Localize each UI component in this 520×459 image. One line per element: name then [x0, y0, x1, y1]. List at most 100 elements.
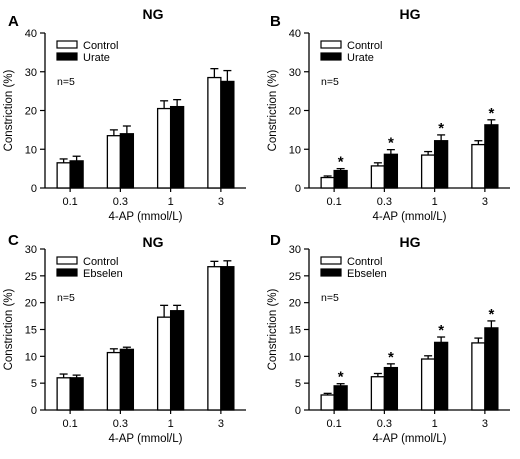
y-tick-label: 5	[295, 378, 301, 390]
bar-control	[471, 143, 486, 189]
sample-size-note: n=5	[57, 292, 75, 304]
y-tick-label: 25	[25, 271, 37, 283]
bar-ebselen	[220, 266, 235, 411]
bar-ebselen	[484, 327, 499, 411]
bar-control	[106, 135, 122, 189]
bar-urate	[333, 169, 348, 189]
bar-ebselen	[169, 310, 185, 411]
legend-swatch-control	[56, 40, 78, 49]
legend-swatch-urate	[56, 52, 78, 61]
y-tick-label: 30	[25, 244, 37, 256]
y-tick-label: 0	[295, 183, 301, 195]
significance-star: *	[388, 349, 394, 366]
y-tick-label: 0	[31, 405, 37, 417]
y-tick-label: 30	[289, 67, 301, 79]
panel-a: A NG 0 10 20 30 40 Constriction (%) 4-AP (mmol/L…	[3, 6, 246, 223]
y-axis-label: Constriction (%)	[267, 69, 279, 151]
x-tick-label: 0.1	[326, 418, 341, 430]
x-tick-label: 0.1	[62, 196, 77, 208]
y-tick-label: 40	[25, 28, 37, 40]
legend-swatch-urate	[320, 52, 342, 61]
x-axis-label: 4-AP (mmol/L)	[109, 211, 183, 223]
y-tick-label: 10	[289, 144, 301, 156]
panel-title: HG	[400, 6, 421, 22]
x-tick-label: 0.3	[377, 418, 392, 430]
y-tick-label: 20	[289, 298, 301, 310]
y-tick-label: 10	[25, 351, 37, 363]
x-axis-label: 4-AP (mmol/L)	[109, 433, 183, 445]
sample-size-note: n=5	[57, 76, 75, 88]
legend-swatch-control	[320, 256, 342, 265]
legend-label: Control	[83, 40, 118, 52]
x-tick-label: 0.3	[113, 418, 128, 430]
significance-star: *	[438, 322, 444, 339]
bar-urate	[383, 153, 399, 189]
y-axis-label: Constriction (%)	[267, 288, 279, 370]
significance-star: *	[488, 306, 494, 323]
x-tick-label: 1	[432, 196, 438, 208]
sample-size-note: n=5	[321, 76, 339, 88]
bar-urate	[119, 133, 135, 189]
panel-c: C NG 0 5 10 15 20 25 30 Constriction (%) 4-AP (mmo…	[3, 232, 246, 445]
y-tick-label: 0	[31, 183, 37, 195]
bar-control	[56, 162, 71, 189]
y-axis-label: Constriction (%)	[3, 288, 15, 370]
x-tick-label: 0.1	[326, 196, 341, 208]
x-tick-label: 0.1	[62, 418, 77, 430]
y-tick-label: 10	[25, 144, 37, 156]
panel-title: NG	[143, 234, 164, 250]
x-tick-label: 0.3	[377, 196, 392, 208]
bar-control	[56, 377, 71, 411]
x-tick-label: 1	[168, 196, 174, 208]
x-tick-label: 3	[218, 196, 224, 208]
significance-star: *	[388, 135, 394, 152]
bar-control	[370, 165, 386, 189]
legend-label: Urate	[83, 52, 110, 64]
bar-ebselen	[433, 341, 449, 411]
significance-star: *	[338, 154, 344, 171]
significance-star: *	[338, 369, 344, 386]
x-tick-label: 3	[482, 418, 488, 430]
x-axis-label: 4-AP (mmol/L)	[373, 433, 447, 445]
panel-title: NG	[143, 6, 164, 22]
panel-letter: D	[270, 232, 281, 249]
x-axis-label: 4-AP (mmol/L)	[373, 211, 447, 223]
bar-control	[370, 376, 386, 411]
x-tick-label: 1	[432, 418, 438, 430]
bar-urate	[69, 160, 84, 189]
legend-label: Ebselen	[83, 268, 123, 280]
y-tick-label: 5	[31, 378, 37, 390]
bar-ebselen	[119, 348, 135, 411]
x-tick-label: 3	[482, 196, 488, 208]
x-tick-label: 0.3	[113, 196, 128, 208]
y-tick-label: 15	[289, 325, 301, 337]
bar-control	[156, 107, 172, 189]
panel-b: B HG 0 10 20 30 40 Constriction (%) 4-AP (mmol/L…	[267, 6, 510, 223]
legend-label: Control	[347, 40, 382, 52]
y-tick-label: 10	[289, 351, 301, 363]
panel-letter: B	[270, 13, 281, 30]
y-axis-label: Constriction (%)	[3, 69, 15, 151]
bar-control	[207, 76, 222, 189]
bar-urate	[484, 124, 499, 189]
bar-control	[320, 176, 335, 189]
bar-urate	[433, 140, 449, 189]
significance-star: *	[438, 120, 444, 137]
legend-swatch-control	[320, 40, 342, 49]
bar-ebselen	[69, 377, 84, 411]
y-tick-label: 25	[289, 271, 301, 283]
panel-d: D HG 0 5 10 15 20 25 30 Constriction (%) 4-AP (mmo…	[267, 232, 510, 445]
y-tick-label: 20	[25, 106, 37, 118]
bar-urate	[169, 105, 185, 189]
bar-control	[420, 358, 436, 411]
legend-label: Urate	[347, 52, 374, 64]
x-tick-label: 1	[168, 418, 174, 430]
x-tick-label: 3	[218, 418, 224, 430]
legend-swatch-control	[56, 256, 78, 265]
y-tick-label: 30	[289, 244, 301, 256]
significance-star: *	[488, 105, 494, 122]
bar-control	[207, 266, 222, 411]
y-tick-label: 30	[25, 67, 37, 79]
legend-label: Ebselen	[347, 268, 387, 280]
